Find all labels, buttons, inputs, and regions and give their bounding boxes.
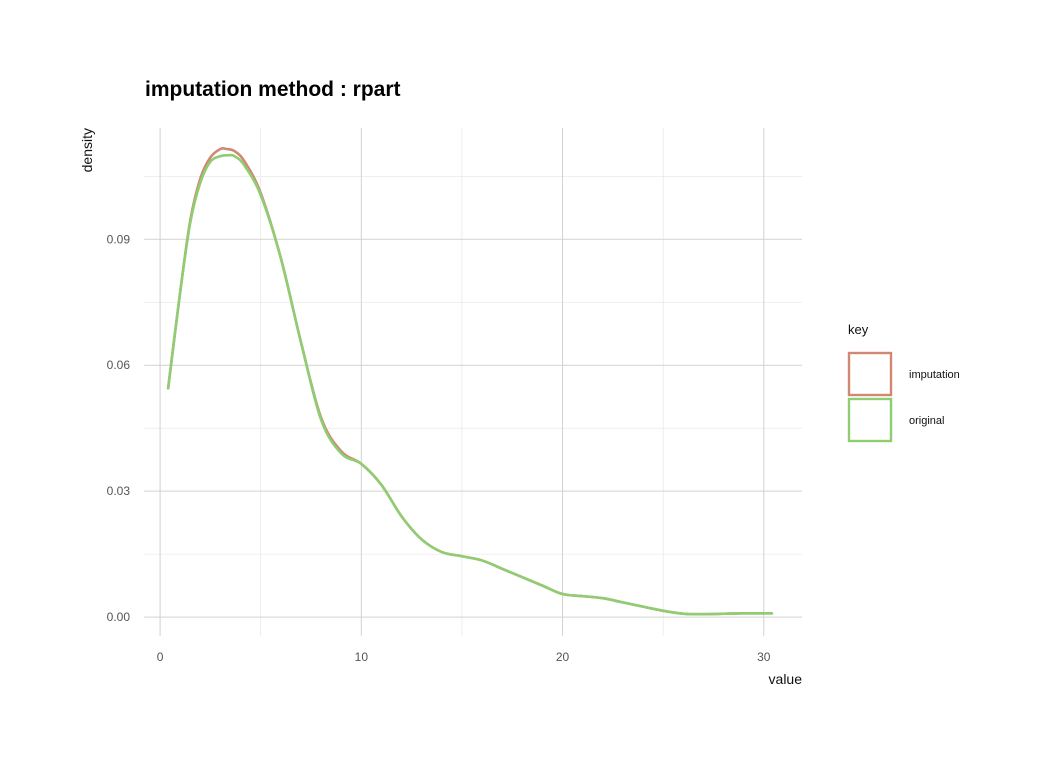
y-tick-label: 0.09 — [107, 232, 131, 246]
y-tick-label: 0.03 — [107, 484, 131, 498]
x-tick-label: 0 — [157, 650, 164, 664]
legend-label-original: original — [909, 415, 944, 427]
x-axis-title: value — [769, 671, 803, 687]
y-tick-label: 0.00 — [107, 610, 131, 624]
x-tick-label: 30 — [757, 650, 771, 664]
y-tick-label: 0.06 — [107, 358, 131, 372]
legend-key-imputation — [847, 351, 893, 397]
legend-key-original — [847, 397, 893, 443]
legend-title: key — [848, 322, 869, 337]
legend-label-imputation: imputation — [909, 369, 960, 381]
series-line-original — [166, 153, 774, 616]
x-tick-label: 10 — [355, 650, 369, 664]
chart-title: imputation method : rpart — [145, 78, 401, 101]
legend: key imputation original — [847, 322, 960, 443]
tick-labels: 0 10 20 30 0.00 0.03 0.06 0.09 — [107, 232, 771, 664]
y-axis-title: density — [79, 128, 95, 172]
x-tick-label: 20 — [556, 650, 570, 664]
series-line-imputation — [166, 146, 774, 616]
series-lines — [166, 146, 774, 616]
grid — [144, 128, 802, 636]
